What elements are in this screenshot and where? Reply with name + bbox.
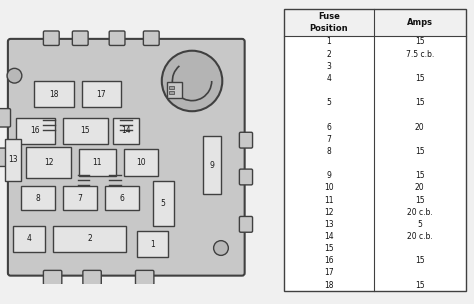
Text: 17: 17 (97, 90, 106, 98)
Bar (63, 186, 97, 210)
Text: 5: 5 (327, 98, 331, 107)
Text: 16: 16 (324, 256, 334, 265)
Bar (284, 9, 465, 291)
Text: 9: 9 (210, 161, 214, 170)
FancyBboxPatch shape (136, 270, 154, 285)
Bar (137, 231, 168, 257)
Bar (105, 186, 139, 210)
Text: 20: 20 (415, 123, 425, 132)
Text: 1: 1 (327, 37, 331, 47)
Text: 15: 15 (415, 281, 425, 290)
Text: 18: 18 (49, 90, 59, 98)
Bar (13, 226, 45, 252)
Text: 5: 5 (161, 199, 165, 208)
Bar (13, 237, 24, 240)
FancyBboxPatch shape (83, 270, 101, 285)
Text: 2: 2 (327, 50, 331, 59)
Bar (79, 149, 116, 176)
FancyBboxPatch shape (239, 169, 253, 185)
Text: 13: 13 (324, 220, 334, 229)
Text: Fuse
Position: Fuse Position (310, 12, 348, 33)
FancyBboxPatch shape (0, 109, 10, 127)
Text: 7.5 c.b.: 7.5 c.b. (406, 50, 434, 59)
Bar (82, 81, 121, 107)
Text: 7: 7 (78, 194, 82, 202)
Text: 3: 3 (327, 62, 331, 71)
FancyBboxPatch shape (109, 31, 125, 46)
Text: 15: 15 (415, 171, 425, 180)
Text: 15: 15 (415, 37, 425, 47)
Bar (202, 136, 221, 194)
Text: Amps: Amps (407, 18, 433, 27)
Text: 15: 15 (415, 195, 425, 205)
Text: 9: 9 (327, 171, 331, 180)
FancyBboxPatch shape (8, 39, 245, 276)
FancyBboxPatch shape (44, 31, 59, 46)
Text: 4: 4 (327, 74, 331, 83)
Bar (153, 181, 173, 226)
Bar (169, 86, 174, 89)
Bar (27, 147, 71, 178)
Text: 15: 15 (415, 147, 425, 156)
Text: 10: 10 (136, 158, 146, 167)
Text: 15: 15 (415, 98, 425, 107)
Circle shape (214, 241, 228, 255)
FancyBboxPatch shape (143, 31, 159, 46)
Text: 11: 11 (324, 195, 334, 205)
Bar (16, 118, 55, 144)
Bar (21, 186, 55, 210)
Bar (113, 118, 139, 144)
Text: 6: 6 (327, 123, 331, 132)
Bar (53, 226, 126, 252)
Text: 14: 14 (324, 232, 334, 241)
Text: 18: 18 (324, 281, 334, 290)
Bar (169, 91, 174, 94)
Bar (284, 9, 465, 291)
Text: 10: 10 (324, 183, 334, 192)
Text: 16: 16 (31, 126, 40, 136)
Text: 8: 8 (327, 147, 331, 156)
Circle shape (7, 68, 22, 83)
Text: 14: 14 (121, 126, 131, 136)
Text: 1: 1 (150, 240, 155, 249)
Bar (63, 118, 108, 144)
FancyBboxPatch shape (239, 132, 253, 148)
Bar (167, 82, 182, 98)
Text: 11: 11 (92, 158, 102, 167)
Text: 4: 4 (27, 234, 31, 243)
Text: 13: 13 (9, 155, 18, 164)
Circle shape (162, 51, 222, 111)
Text: 6: 6 (120, 194, 125, 202)
FancyBboxPatch shape (73, 31, 88, 46)
Bar (284, 9, 465, 36)
Bar (5, 139, 21, 181)
Text: 5: 5 (417, 220, 422, 229)
Text: 15: 15 (415, 256, 425, 265)
Text: 8: 8 (36, 194, 40, 202)
Text: 15: 15 (415, 74, 425, 83)
Text: 15: 15 (324, 244, 334, 253)
Text: 2: 2 (87, 234, 92, 243)
Text: 20 c.b.: 20 c.b. (407, 208, 433, 217)
Text: 12: 12 (44, 158, 54, 167)
FancyBboxPatch shape (0, 148, 10, 167)
Text: 12: 12 (324, 208, 334, 217)
FancyBboxPatch shape (239, 216, 253, 232)
Text: 17: 17 (324, 268, 334, 278)
Text: 20 c.b.: 20 c.b. (407, 232, 433, 241)
Text: 7: 7 (327, 135, 331, 144)
Text: 20: 20 (415, 183, 425, 192)
Bar (34, 81, 73, 107)
Text: 15: 15 (81, 126, 91, 136)
FancyBboxPatch shape (44, 270, 62, 285)
Bar (124, 149, 158, 176)
